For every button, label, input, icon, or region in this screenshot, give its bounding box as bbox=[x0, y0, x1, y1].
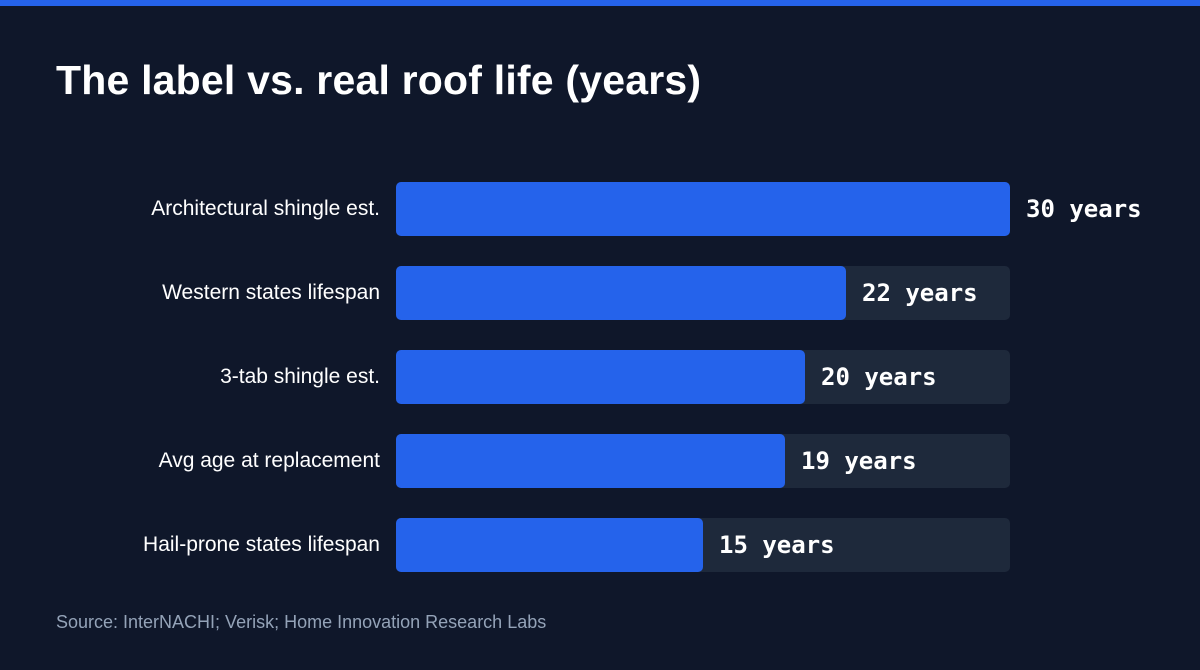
top-accent-bar bbox=[0, 0, 1200, 6]
category-label: Hail-prone states lifespan bbox=[143, 533, 380, 556]
value-label: 19 years bbox=[801, 447, 917, 475]
category-label: Avg age at replacement bbox=[158, 449, 380, 472]
bar bbox=[396, 518, 703, 572]
value-label: 30 years bbox=[1026, 195, 1142, 223]
bar bbox=[396, 182, 1010, 236]
value-label: 22 years bbox=[862, 279, 978, 307]
category-label: 3-tab shingle est. bbox=[220, 365, 380, 388]
category-label: Architectural shingle est. bbox=[151, 197, 380, 220]
source-note: Source: InterNACHI; Verisk; Home Innovat… bbox=[56, 612, 547, 632]
bar bbox=[396, 350, 805, 404]
bar bbox=[396, 266, 846, 320]
value-label: 15 years bbox=[719, 531, 835, 559]
bar bbox=[396, 434, 785, 488]
category-label: Western states lifespan bbox=[162, 281, 380, 304]
value-label: 20 years bbox=[821, 363, 937, 391]
chart-title: The label vs. real roof life (years) bbox=[56, 57, 702, 103]
